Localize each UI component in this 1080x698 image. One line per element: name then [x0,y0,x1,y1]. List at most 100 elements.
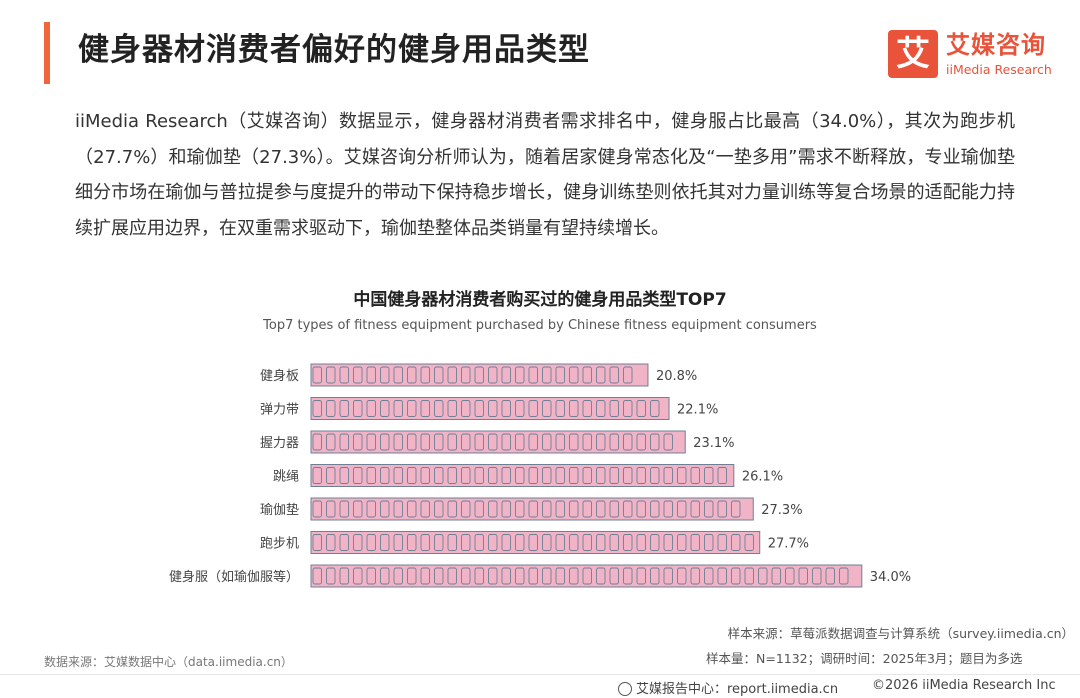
bar-pattern-cell [744,567,754,585]
bar-pattern-cell [326,500,336,518]
bar-pattern-cell [636,567,646,585]
bar-pattern-cell [461,366,471,384]
value-label: 27.3% [761,503,802,518]
bar-pattern-cell [407,500,417,518]
bar-pattern-cell [461,400,471,417]
bar-pattern-cell [393,534,403,551]
bar-pattern-cell [501,534,511,551]
bar-pattern-cell [623,433,633,451]
bar-pattern-cell [582,534,592,551]
bar-pattern-cell [596,467,606,484]
bar-pattern-cell [501,433,511,451]
bar-pattern-cell [582,400,592,417]
bar-pattern-cell [474,400,484,417]
bar-pattern-cell [717,500,727,518]
category-label: 健身服（如瑜伽服等） [169,569,299,585]
bar-pattern-cell [677,567,687,585]
bar-pattern-cell [474,467,484,484]
intro-paragraph: iiMedia Research（艾媒咨询）数据显示，健身器材消费者需求排名中，… [75,111,1015,239]
category-label: 健身板 [260,368,299,384]
bar-pattern-cell [353,433,363,451]
bar-pattern-cell [353,567,363,585]
bar-pattern-cell [582,467,592,484]
bar-pattern-cell [555,567,565,585]
bar-pattern-cell [677,534,687,551]
bar-pattern-cell [569,433,579,451]
bar-pattern-cell [515,534,525,551]
bar-pattern-cell [488,567,498,585]
value-label: 34.0% [870,570,911,585]
bar-pattern-cell [582,500,592,518]
bar-pattern-cell [447,567,457,585]
data-source-note: 数据来源：艾媒数据中心（data.iimedia.cn） [44,655,293,669]
bar-pattern-cell [420,534,430,551]
bar-pattern-cell [312,567,322,585]
bar-pattern-cell [731,567,741,585]
globe-icon [618,682,632,696]
bar-pattern-cell [677,500,687,518]
bar-pattern-cell [582,366,592,384]
bar-pattern-cell [569,467,579,484]
bar-pattern-cell [326,567,336,585]
bar-pattern-cell [312,433,322,451]
bar-pattern-cell [636,433,646,451]
bar-pattern-cell [447,400,457,417]
bar-pattern-cell [393,567,403,585]
bar-pattern-cell [326,534,336,551]
chart-subtitle: Top7 types of fitness equipment purchase… [263,318,817,333]
bar-pattern-cell [636,534,646,551]
bar-pattern-cell [555,366,565,384]
bar-pattern-cell [650,433,660,451]
bar-pattern-cell [380,400,390,417]
bar-pattern-cell [717,467,727,484]
bar-group: 跳绳 26.1% [273,464,783,487]
bar-pattern-cell [555,433,565,451]
bar-pattern-cell [542,366,552,384]
bar-pattern-cell [434,567,444,585]
bar-pattern-cell [461,467,471,484]
bar-pattern-cell [434,467,444,484]
bar-pattern-cell [366,433,376,451]
bar-pattern-cell [609,534,619,551]
bar-pattern-cell [353,500,363,518]
bar-pattern-cell [555,500,565,518]
bar-pattern-cell [515,567,525,585]
bar-pattern-cell [623,567,633,585]
bar-pattern-cell [461,500,471,518]
bar-pattern-cell [339,366,349,384]
chart-title: 中国健身器材消费者购买过的健身用品类型TOP7 [353,290,727,310]
bar-pattern-cell [758,567,768,585]
bar-pattern-cell [690,467,700,484]
bar-pattern-cell [609,567,619,585]
bar-pattern-cell [771,567,781,585]
bar-pattern-cell [366,500,376,518]
bar-pattern-cell [339,534,349,551]
bar-pattern-cell [650,467,660,484]
bar-pattern-cell [582,567,592,585]
bar [310,464,735,487]
bar-pattern-cell [650,534,660,551]
bar-pattern-cell [434,500,444,518]
bar-pattern-cell [623,400,633,417]
bar-pattern-cell [785,567,795,585]
bar-pattern-cell [636,467,646,484]
bar-pattern-cell [542,567,552,585]
bar-group: 弹力带 22.1% [260,397,718,420]
bar-pattern-cell [447,366,457,384]
bar-pattern-cell [528,400,538,417]
bar-pattern-cell [447,467,457,484]
bar-pattern-cell [663,433,673,451]
footer-report-center[interactable]: 艾媒报告中心：report.iimedia.cn [618,678,838,697]
bar-pattern-cell [731,500,741,518]
bar-pattern-cell [312,400,322,417]
bar-pattern-cell [596,500,606,518]
bar-pattern-cell [474,433,484,451]
bar-pattern-cell [447,500,457,518]
value-label: 26.1% [742,470,783,485]
bar-pattern-cell [434,400,444,417]
bar [310,363,649,387]
bar-pattern-cell [326,467,336,484]
bar-pattern-cell [596,534,606,551]
bar-pattern-cell [488,366,498,384]
bar-pattern-cell [447,433,457,451]
